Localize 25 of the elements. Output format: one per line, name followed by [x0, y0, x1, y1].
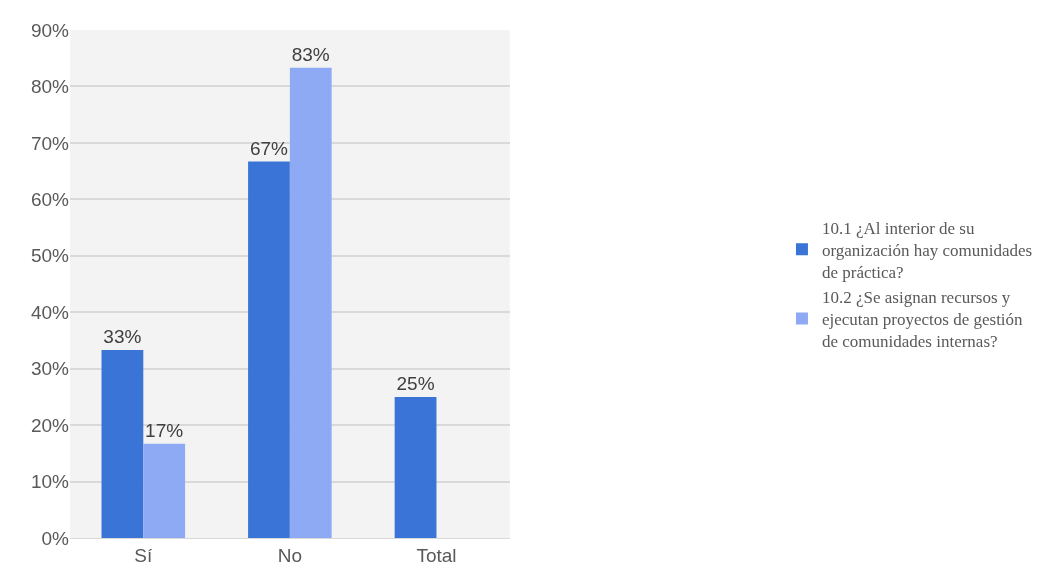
bar — [248, 161, 290, 538]
y-tick-label: 10% — [30, 471, 70, 493]
data-label: 83% — [291, 43, 330, 65]
x-tick-label: Sí — [134, 544, 153, 566]
y-tick-label: 40% — [30, 301, 70, 323]
y-tick-label: 60% — [30, 188, 70, 210]
y-tick-label: 80% — [30, 76, 70, 98]
bar — [143, 443, 186, 538]
data-label: 67% — [249, 137, 289, 159]
bar — [101, 350, 144, 538]
x-tick-label: No — [277, 544, 303, 566]
y-tick-label: 50% — [30, 245, 70, 267]
y-tick-label: 20% — [30, 414, 70, 436]
bar — [289, 67, 332, 538]
x-tick-label: Total — [416, 544, 457, 566]
data-label: 33% — [103, 326, 142, 348]
y-tick-label: 0% — [41, 527, 70, 549]
legend-label: 10.1 ¿Al interior de su organización hay comunidades de práctica? — [821, 218, 1033, 282]
legend-label: 10.2 ¿Se asignan recursos y ejecutan proyectos de gestión de comunidades internas? — [821, 287, 1024, 352]
y-tick-label: 30% — [30, 358, 70, 380]
data-label: 25% — [396, 372, 435, 394]
data-label: 17% — [145, 419, 184, 441]
bar — [394, 396, 437, 538]
y-tick-label: 70% — [30, 132, 70, 154]
y-tick-label: 90% — [30, 19, 70, 41]
